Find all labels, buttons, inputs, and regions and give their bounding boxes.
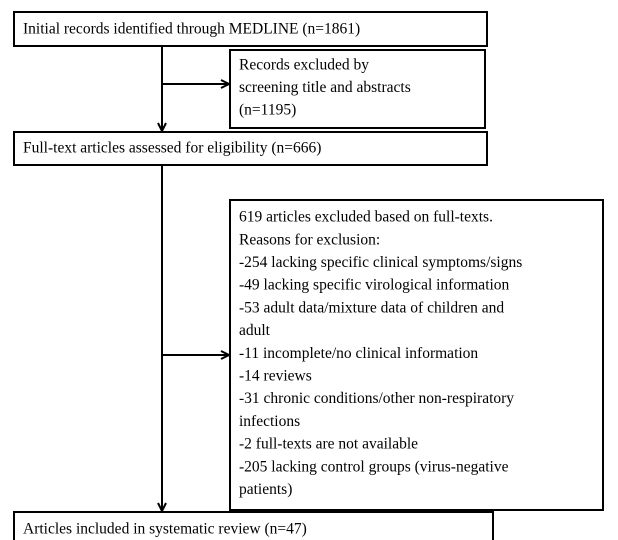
box-text: adult: [239, 322, 271, 339]
box-text: 619 articles excluded based on full-text…: [239, 209, 493, 226]
box-text: Full-text articles assessed for eligibil…: [23, 140, 321, 157]
box-text: screening title and abstracts: [239, 79, 411, 96]
box-text: infections: [239, 413, 300, 430]
box-text: -31 chronic conditions/other non-respira…: [239, 390, 514, 407]
box-text: -11 incomplete/no clinical information: [239, 345, 478, 362]
box-text: -14 reviews: [239, 367, 312, 384]
box: [13, 11, 488, 47]
box-text: -2 full-texts are not available: [239, 436, 418, 453]
box: [13, 511, 494, 540]
box-text: -254 lacking specific clinical symptoms/…: [239, 254, 522, 271]
box-text: -205 lacking control groups (virus-negat…: [239, 458, 509, 475]
box-text: Records excluded by: [239, 57, 369, 74]
box-text: patients): [239, 481, 292, 498]
box: [229, 49, 486, 129]
box: [229, 199, 604, 511]
box-text: -49 lacking specific virological informa…: [239, 277, 510, 294]
box-text: -53 adult data/mixture data of children …: [239, 299, 504, 316]
box-text: Initial records identified through MEDLI…: [23, 21, 360, 38]
box-text: Reasons for exclusion:: [239, 231, 380, 248]
box-text: Articles included in systematic review (…: [23, 521, 307, 538]
box: [13, 131, 488, 166]
box-text: (n=1195): [239, 102, 296, 119]
